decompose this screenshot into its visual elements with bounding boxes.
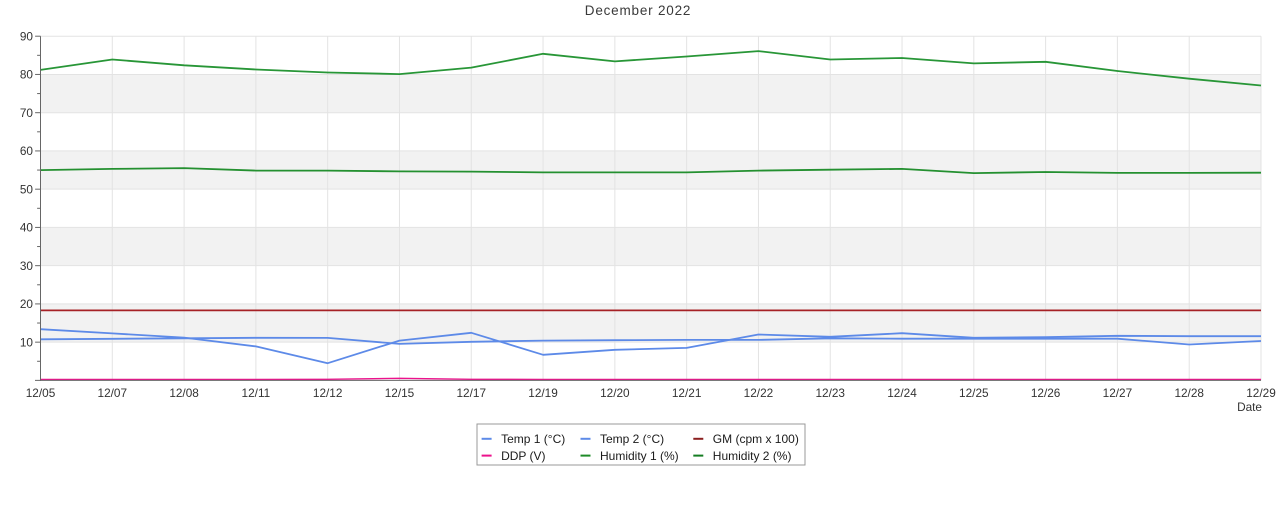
svg-text:80: 80 [20,68,34,82]
svg-text:12/11: 12/11 [242,386,271,400]
svg-text:DDP (V): DDP (V) [501,449,545,463]
svg-text:12/08: 12/08 [169,386,199,400]
svg-text:12/23: 12/23 [815,386,845,400]
svg-text:50: 50 [20,182,34,196]
svg-text:20: 20 [20,297,34,311]
svg-text:40: 40 [20,221,34,235]
svg-text:Date: Date [1237,400,1262,414]
svg-text:12/22: 12/22 [744,386,774,400]
svg-text:12/27: 12/27 [1103,386,1133,400]
svg-text:12/15: 12/15 [385,386,415,400]
svg-text:90: 90 [20,29,34,43]
svg-text:12/24: 12/24 [887,386,917,400]
svg-text:12/25: 12/25 [959,386,989,400]
svg-text:12/21: 12/21 [672,386,702,400]
svg-text:10: 10 [20,335,34,349]
svg-text:12/20: 12/20 [600,386,630,400]
svg-text:60: 60 [20,144,34,158]
svg-text:Humidity 1 (%): Humidity 1 (%) [600,449,679,463]
svg-text:12/05: 12/05 [26,386,56,400]
svg-text:December 2022: December 2022 [585,3,691,18]
svg-text:12/28: 12/28 [1174,386,1204,400]
svg-text:12/19: 12/19 [528,386,558,400]
svg-text:12/26: 12/26 [1031,386,1061,400]
svg-text:12/29: 12/29 [1246,386,1276,400]
svg-text:GM (cpm x 100): GM (cpm x 100) [713,432,799,446]
svg-text:70: 70 [20,106,34,120]
svg-text:Temp 1 (°C): Temp 1 (°C) [501,432,565,446]
svg-text:12/07: 12/07 [98,386,128,400]
svg-text:30: 30 [20,259,34,273]
svg-text:12/17: 12/17 [456,386,486,400]
svg-text:12/12: 12/12 [313,386,343,400]
svg-text:Humidity 2 (%): Humidity 2 (%) [713,449,792,463]
svg-text:Temp 2 (°C): Temp 2 (°C) [600,432,664,446]
